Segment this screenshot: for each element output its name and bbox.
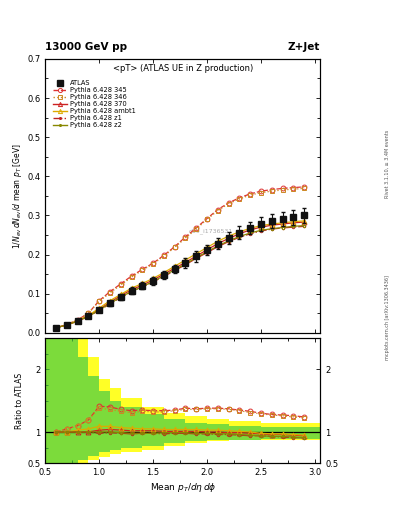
Text: <pT> (ATLAS UE in Z production): <pT> (ATLAS UE in Z production) — [113, 65, 253, 73]
Text: Z+Jet: Z+Jet — [288, 42, 320, 52]
Y-axis label: Ratio to ATLAS: Ratio to ATLAS — [15, 373, 24, 429]
Y-axis label: $1/N_{ev}\,dN_{ev}/d$ mean $p_T$ [GeV]: $1/N_{ev}\,dN_{ev}/d$ mean $p_T$ [GeV] — [11, 143, 24, 249]
Text: 13000 GeV pp: 13000 GeV pp — [45, 42, 127, 52]
X-axis label: Mean $p_T/d\eta\,d\phi$: Mean $p_T/d\eta\,d\phi$ — [149, 481, 216, 495]
Text: d19_i1736531: d19_i1736531 — [188, 228, 233, 234]
Text: mcplots.cern.ch [arXiv:1306.3436]: mcplots.cern.ch [arXiv:1306.3436] — [385, 275, 389, 360]
Legend: ATLAS, Pythia 6.428 345, Pythia 6.428 346, Pythia 6.428 370, Pythia 6.428 ambt1,: ATLAS, Pythia 6.428 345, Pythia 6.428 34… — [51, 79, 137, 130]
Text: Rivet 3.1.10, ≥ 3.4M events: Rivet 3.1.10, ≥ 3.4M events — [385, 130, 389, 198]
